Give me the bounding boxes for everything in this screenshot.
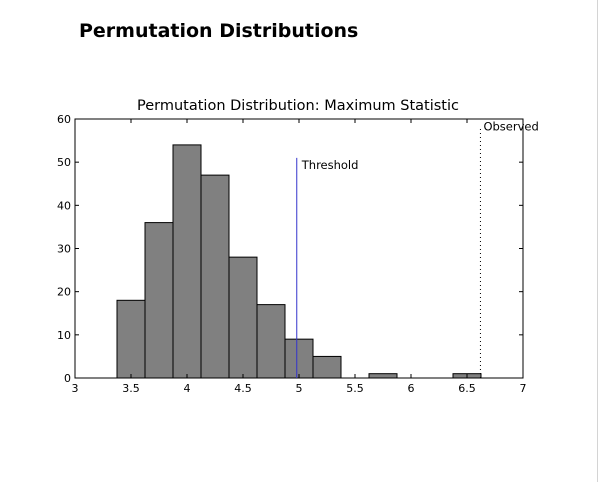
window-edge-divider	[597, 0, 598, 482]
x-tick-label-8: 7	[520, 382, 527, 395]
histogram-bar-7	[312, 355, 342, 379]
threshold-label: Threshold	[301, 158, 359, 172]
histogram-bars	[116, 144, 482, 379]
y-tick-label-2: 20	[57, 286, 71, 299]
histogram-bar-2	[172, 144, 202, 379]
histogram-bar-8	[368, 373, 398, 379]
x-tick-label-3: 4.5	[234, 382, 252, 395]
x-tick-label-7: 6.5	[458, 382, 476, 395]
page-title: Permutation Distributions	[79, 20, 359, 42]
y-tick-label-5: 50	[57, 156, 71, 169]
histogram-bar-6	[284, 338, 314, 379]
y-tick-label-0: 0	[64, 372, 71, 385]
histogram-bar-3	[200, 174, 230, 379]
x-tick-label-5: 5.5	[346, 382, 364, 395]
y-tick-label-1: 10	[57, 329, 71, 342]
y-tick-label-4: 40	[57, 199, 71, 212]
chart-axes: 3 3.5 4 4.5 5 5.5 6 6.5 7 0 10 20 30 40 50 60	[57, 113, 527, 395]
observed-label: Observed	[483, 120, 538, 134]
x-tick-label-0: 3	[72, 382, 79, 395]
x-tick-label-1: 3.5	[122, 382, 140, 395]
reference-lines: Threshold Observed	[296, 120, 539, 378]
chart-title: Permutation Distribution: Maximum Statis…	[137, 98, 459, 114]
x-tick-label-6: 6	[408, 382, 415, 395]
histogram-bar-4	[228, 256, 258, 379]
histogram-bar-0	[116, 299, 146, 379]
y-tick-label-3: 30	[57, 243, 71, 256]
y-tick-label-6: 60	[57, 113, 71, 126]
x-tick-label-2: 4	[184, 382, 191, 395]
histogram-bar-1	[144, 222, 174, 379]
histogram-bar-5	[256, 304, 286, 379]
x-tick-label-4: 5	[296, 382, 303, 395]
